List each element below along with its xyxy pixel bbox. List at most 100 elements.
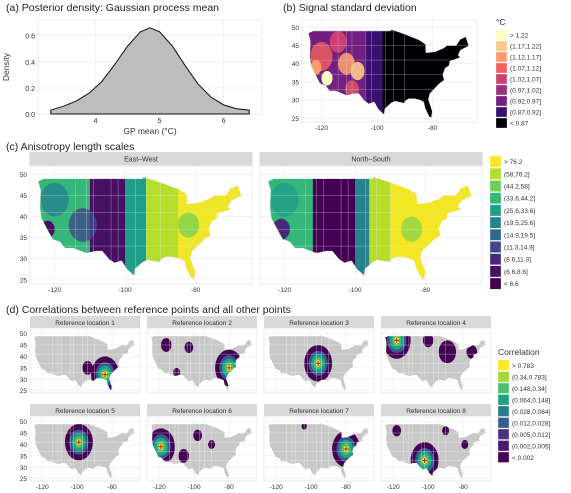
x-tick-label: -80 bbox=[341, 484, 351, 491]
facet-strip bbox=[147, 404, 257, 416]
legend-label: (19.5,25.6] bbox=[504, 220, 535, 227]
us-landmass bbox=[151, 422, 252, 479]
x-tick-label: -120 bbox=[278, 287, 291, 294]
legend-title: °C bbox=[496, 17, 506, 27]
legend-label: (1.12,1.17] bbox=[510, 55, 541, 62]
y-tick-label: 45 bbox=[292, 43, 300, 50]
facet-label: Reference location 5 bbox=[55, 408, 115, 415]
us-outline bbox=[384, 422, 487, 479]
x-tick-label: -100 bbox=[305, 484, 318, 491]
x-tick-label: -80 bbox=[458, 484, 468, 491]
x-tick-label: -100 bbox=[370, 125, 383, 132]
x-tick-label: -100 bbox=[349, 287, 362, 294]
y-tick-label: 50 bbox=[292, 25, 300, 32]
fill-blob bbox=[438, 340, 457, 364]
panel-a-density-chart: 0.0 0.2 0.4 0.6 4 5 6 GP mean (°C) Density bbox=[1, 19, 263, 136]
x-tick-label: -80 bbox=[107, 484, 117, 491]
us-outline bbox=[384, 334, 487, 391]
facet-strip bbox=[147, 316, 257, 328]
legend-label: (0.028,0.064] bbox=[512, 409, 551, 416]
fill-blob bbox=[193, 429, 202, 441]
y-tick-label: 35 bbox=[292, 79, 300, 86]
legend-label: (0.148,0.34] bbox=[512, 386, 547, 393]
legend-swatch bbox=[497, 394, 510, 406]
fill-blob bbox=[184, 341, 194, 353]
y-tick-label: 45 bbox=[20, 431, 28, 438]
legend-swatch bbox=[497, 451, 510, 463]
legend-swatch bbox=[489, 277, 502, 290]
legend-swatch bbox=[489, 241, 502, 253]
facet-strip bbox=[30, 404, 140, 416]
legend-swatch bbox=[497, 440, 510, 452]
x-tick-label: -120 bbox=[48, 287, 61, 294]
legend-label: (1.02,1.07] bbox=[510, 77, 541, 84]
facet-strip bbox=[29, 152, 253, 166]
y-tick-label: 45 bbox=[20, 343, 28, 350]
y-tick-label: 0.4 bbox=[25, 60, 35, 67]
y-tick-label: 50 bbox=[20, 172, 28, 179]
x-tick-label: -100 bbox=[422, 484, 435, 491]
us-landmass bbox=[385, 334, 486, 391]
y-tick-label: 50 bbox=[20, 419, 28, 426]
legend-label: (0.002,0.005] bbox=[512, 443, 551, 450]
legend-label: > 1.22 bbox=[510, 33, 529, 40]
fill-blob bbox=[270, 182, 299, 217]
y-tick-label: 30 bbox=[292, 98, 300, 105]
y-tick-label: 0.0 bbox=[25, 112, 35, 119]
facet-strip bbox=[259, 152, 483, 166]
y-tick-label: 0.6 bbox=[25, 34, 35, 41]
fill-blob bbox=[422, 334, 434, 348]
legend-swatch bbox=[489, 253, 502, 265]
x-tick-label: 6 bbox=[222, 118, 226, 125]
legend-label: (0.34,0.783] bbox=[512, 374, 547, 381]
fill-blob bbox=[350, 61, 365, 81]
y-tick-label: 35 bbox=[20, 235, 28, 242]
panel-c-anisotropy-maps: East–West 25 30 35 40 45 50 -120 -100 -80 North–So… bbox=[20, 152, 535, 294]
y-tick-label: 30 bbox=[20, 465, 28, 472]
fill-band bbox=[365, 29, 383, 118]
y-tick-label: 25 bbox=[20, 388, 28, 395]
x-tick-label: -120 bbox=[387, 484, 400, 491]
legend-label: > 0.783 bbox=[512, 363, 534, 370]
x-tick-label: -100 bbox=[119, 287, 132, 294]
legend-label: (6.6,8.6] bbox=[504, 269, 528, 276]
legend-label: (58,76.2] bbox=[504, 171, 530, 178]
legend-label: (0.064,0.148] bbox=[512, 397, 551, 404]
facet-label: Reference location 3 bbox=[289, 320, 349, 327]
legend-swatch bbox=[489, 229, 502, 241]
panel-d-title: (d) Correlations between reference point… bbox=[6, 304, 291, 316]
legend-label: (25.6,33.6] bbox=[504, 208, 535, 215]
x-tick-label: 5 bbox=[158, 118, 162, 125]
facet-label: Reference location 1 bbox=[55, 320, 115, 327]
legend-label: (44.2,58] bbox=[504, 184, 530, 191]
y-tick-label: 0.2 bbox=[25, 86, 35, 93]
x-tick-label: -80 bbox=[224, 484, 234, 491]
legend-swatch bbox=[495, 29, 508, 41]
fill-blob bbox=[178, 449, 189, 463]
facet-label: Reference location 6 bbox=[172, 408, 232, 415]
legend-label: < 0.002 bbox=[512, 455, 534, 462]
legend-swatch bbox=[495, 40, 508, 52]
x-tick-label: -80 bbox=[191, 287, 201, 294]
us-outline bbox=[33, 422, 136, 479]
facet-label: Reference location 7 bbox=[289, 408, 349, 415]
fill-blob bbox=[392, 425, 402, 437]
legend-swatch bbox=[495, 73, 508, 85]
facet-label: Reference location 8 bbox=[406, 408, 466, 415]
us-outline bbox=[150, 334, 253, 391]
legend-swatch bbox=[495, 84, 508, 96]
legend-label: (0.005,0.012] bbox=[512, 432, 551, 439]
y-tick-label: 30 bbox=[20, 256, 28, 263]
legend-swatch bbox=[495, 95, 508, 107]
y-tick-label: 35 bbox=[20, 365, 28, 372]
legend-swatch bbox=[495, 106, 508, 118]
x-tick-label: -80 bbox=[428, 125, 438, 132]
legend-label: > 76.2 bbox=[504, 159, 523, 166]
legend-swatch bbox=[497, 382, 510, 394]
x-tick-label: 4 bbox=[94, 118, 98, 125]
legend-swatch bbox=[489, 180, 502, 192]
legend-swatch bbox=[489, 155, 502, 168]
x-tick-label: -80 bbox=[421, 287, 431, 294]
us-outline bbox=[267, 176, 472, 280]
x-tick-label: -100 bbox=[71, 484, 84, 491]
